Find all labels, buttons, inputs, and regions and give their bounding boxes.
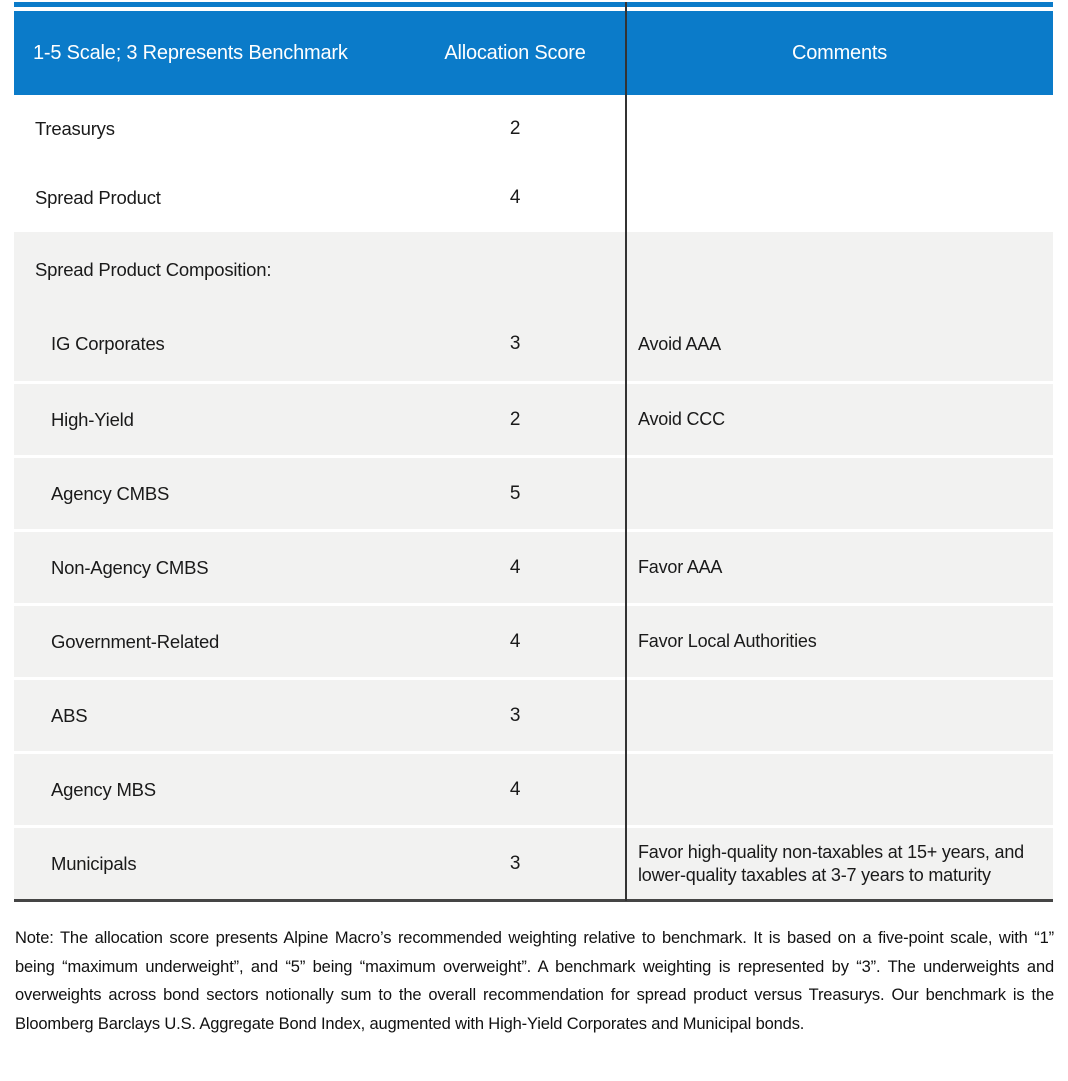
table-row: Spread Product 4 bbox=[14, 163, 1053, 232]
row-label: IG Corporates bbox=[51, 333, 165, 354]
row-label: Non-Agency CMBS bbox=[51, 556, 209, 578]
row-score: 5 bbox=[509, 482, 521, 504]
table-row: Agency CMBS 5 bbox=[14, 455, 1053, 529]
figure-top-rule bbox=[14, 2, 1053, 7]
table-row: Government-Related 4 Favor Local Authoriti… bbox=[14, 603, 1053, 677]
table-row: Agency MBS 4 bbox=[14, 751, 1053, 825]
row-label: High-Yield bbox=[51, 408, 134, 430]
table-row: High-Yield 2 Avoid CCC bbox=[14, 381, 1053, 455]
row-label: Spread Product bbox=[35, 186, 161, 208]
table-row: Spread Product Composition: bbox=[14, 232, 1053, 307]
row-label: Agency MBS bbox=[51, 778, 156, 800]
row-score: 2 bbox=[509, 118, 521, 140]
table-row: Municipals 3 Favor high-quality non-taxabl… bbox=[14, 825, 1053, 899]
row-label: Spread Product Composition: bbox=[35, 258, 272, 280]
row-comment: Avoid AAA bbox=[638, 333, 721, 354]
header-scale-label: 1-5 Scale; 3 Represents Benchmark bbox=[33, 41, 348, 64]
table-body: Treasurys 2 Spread Product 4 Spread Product … bbox=[14, 95, 1053, 899]
row-score: 3 bbox=[509, 704, 521, 726]
row-score: 4 bbox=[509, 630, 521, 652]
row-score: 4 bbox=[509, 556, 521, 578]
row-score: 2 bbox=[509, 408, 521, 430]
allocation-table: 1-5 Scale; 3 Represents Benchmark Alloca… bbox=[14, 2, 1053, 902]
row-score: 3 bbox=[509, 852, 521, 874]
header-comments: Comments bbox=[791, 41, 888, 64]
footnote: Note: The allocation score presents Alpi… bbox=[15, 929, 1054, 1033]
row-label: Government-Related bbox=[51, 630, 220, 652]
row-comment: Avoid CCC bbox=[638, 409, 725, 429]
table-row: Treasurys 2 bbox=[14, 95, 1053, 164]
table-row: IG Corporates 3 Avoid AAA bbox=[14, 307, 1053, 381]
row-label: Agency CMBS bbox=[51, 482, 170, 504]
row-label: Municipals bbox=[51, 852, 137, 874]
row-comment: Favor high-quality non-taxables at 15+ y… bbox=[638, 841, 1024, 885]
header-allocation-score: Allocation Score bbox=[444, 41, 586, 64]
row-comment: Favor AAA bbox=[638, 557, 723, 577]
figure-bottom-rule bbox=[14, 899, 1053, 902]
table-header-row: 1-5 Scale; 3 Represents Benchmark Alloca… bbox=[14, 11, 1053, 95]
comments-column-divider bbox=[625, 2, 627, 901]
row-label: Treasurys bbox=[35, 118, 115, 140]
row-label: ABS bbox=[51, 704, 88, 726]
table-row: ABS 3 bbox=[14, 677, 1053, 751]
row-score: 4 bbox=[509, 778, 521, 800]
row-score: 3 bbox=[509, 333, 521, 354]
row-comment: Favor Local Authorities bbox=[638, 631, 817, 651]
row-score: 4 bbox=[509, 186, 521, 208]
table-row: Non-Agency CMBS 4 Favor AAA bbox=[14, 529, 1053, 603]
